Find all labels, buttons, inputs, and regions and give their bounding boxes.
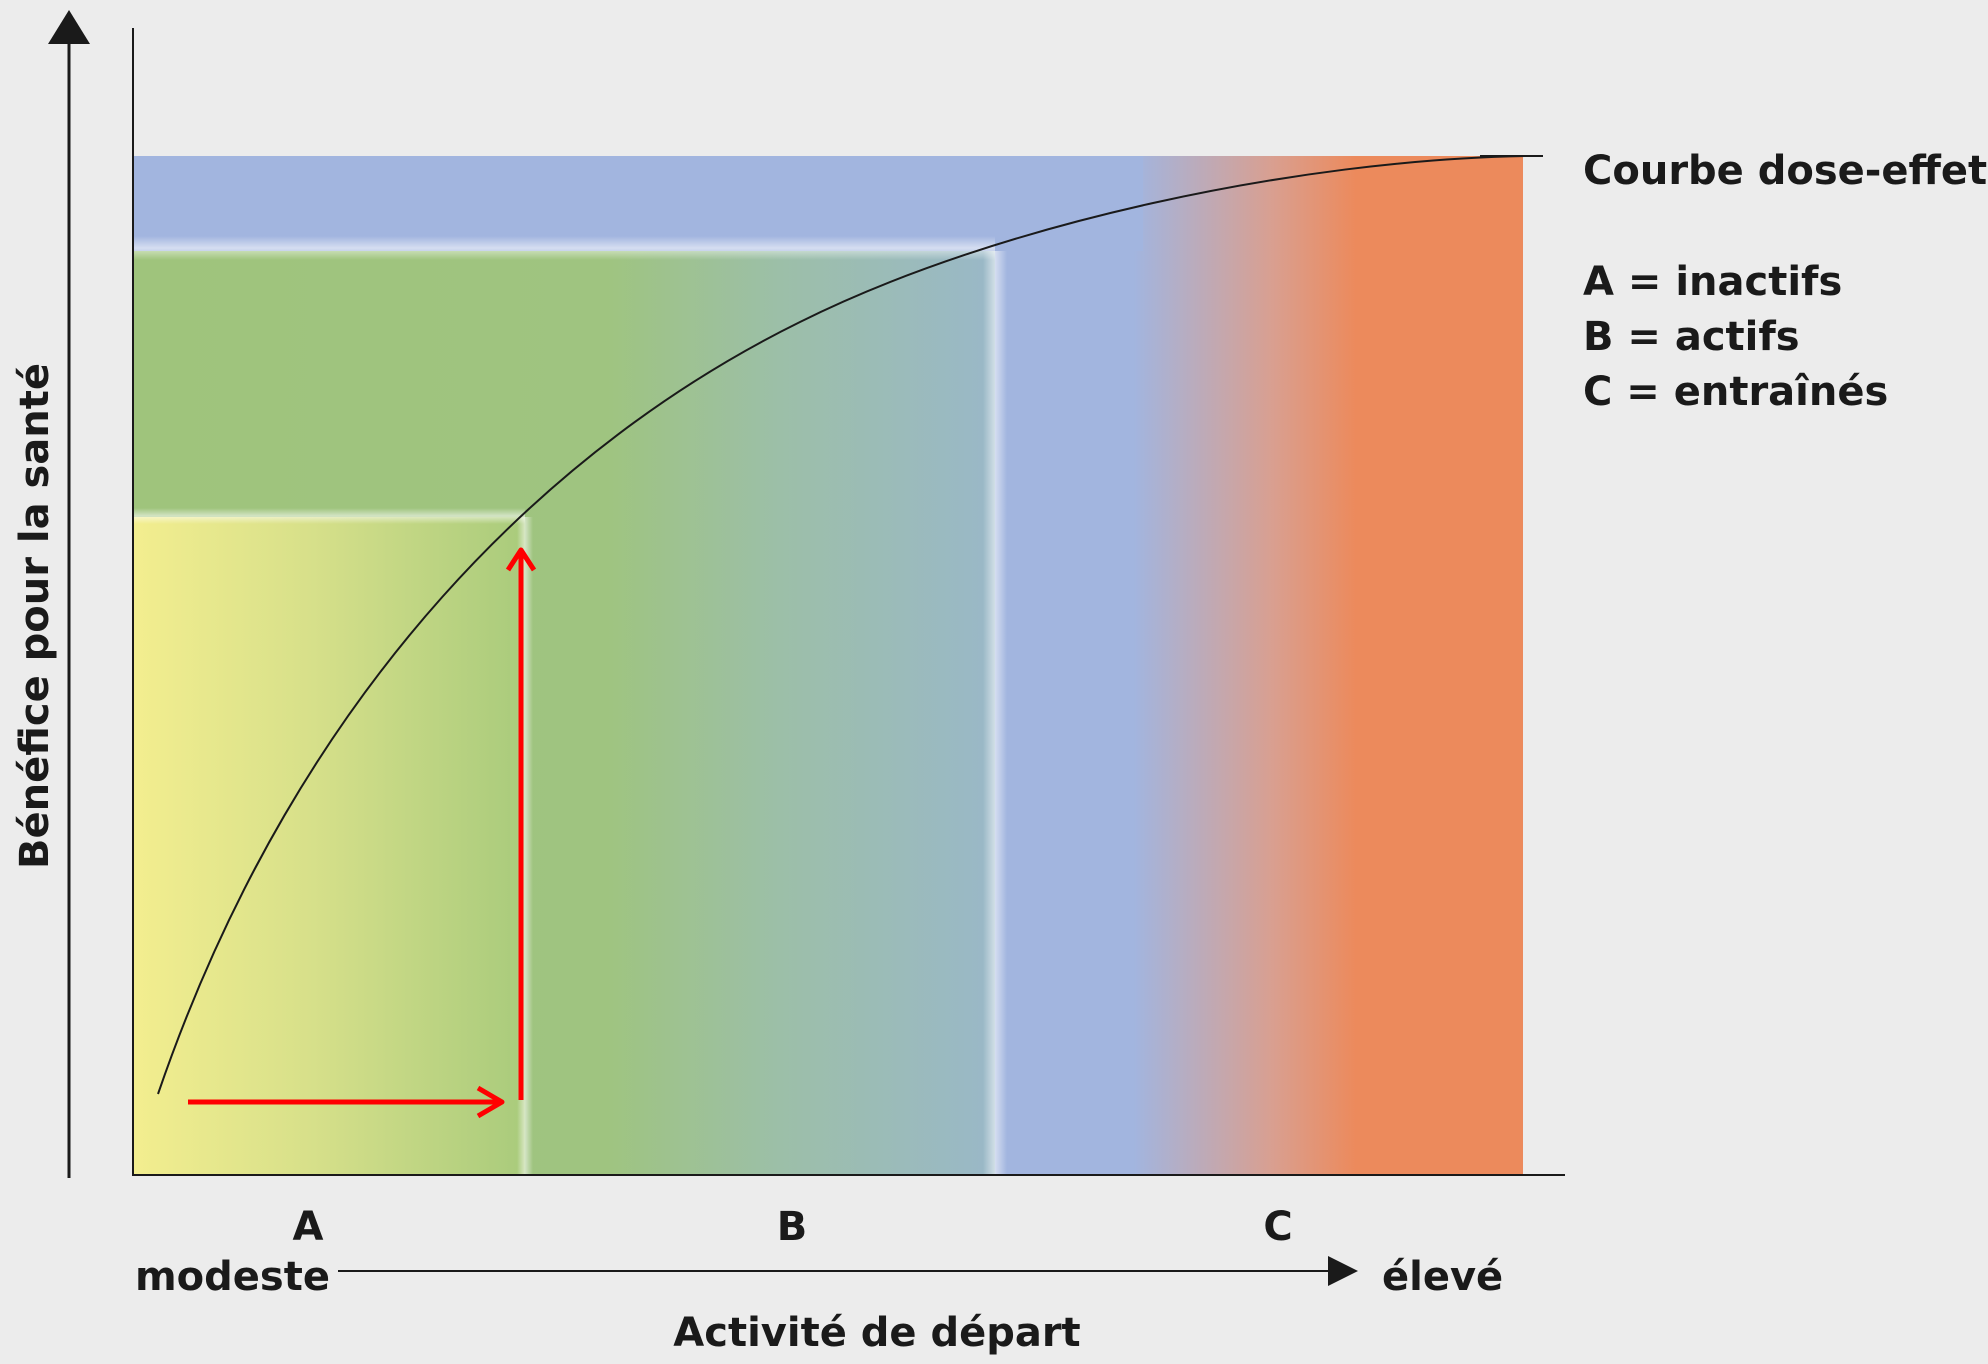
highlight-green-edge — [983, 251, 1007, 1174]
red-arrowhead-right — [476, 1085, 505, 1119]
y-axis-arrowhead — [48, 10, 90, 44]
legend-title: Courbe dose-effet — [1583, 148, 1987, 194]
zone-a-label: A — [293, 1204, 324, 1250]
highlight-yellow-top — [133, 508, 525, 524]
red-arrowhead-up — [505, 547, 537, 572]
zone-c-label: C — [1263, 1204, 1292, 1250]
x-low-label: modeste — [135, 1254, 330, 1300]
legend-entry-c: C = entraînés — [1583, 369, 1888, 415]
yellow-block — [133, 517, 525, 1174]
dose-effect-curve — [157, 155, 1526, 1095]
y-axis-label: Bénéfice pour la santé — [12, 363, 58, 869]
zone-b-label: B — [777, 1204, 808, 1250]
highlight-blue-edge — [133, 236, 995, 260]
x-scale-arrowhead — [1328, 1256, 1358, 1286]
legend: Courbe dose-effet A = inactifs B = actif… — [1583, 148, 1987, 415]
legend-entry-a: A = inactifs — [1583, 259, 1842, 305]
progression-arrows — [188, 547, 537, 1119]
axes — [48, 10, 1565, 1286]
zone-background — [133, 156, 1523, 1174]
x-high-label: élevé — [1382, 1254, 1503, 1300]
legend-entry-b: B = actifs — [1583, 314, 1800, 360]
blue-top-band — [133, 156, 1143, 251]
x-axis-label: Activité de départ — [673, 1310, 1080, 1356]
